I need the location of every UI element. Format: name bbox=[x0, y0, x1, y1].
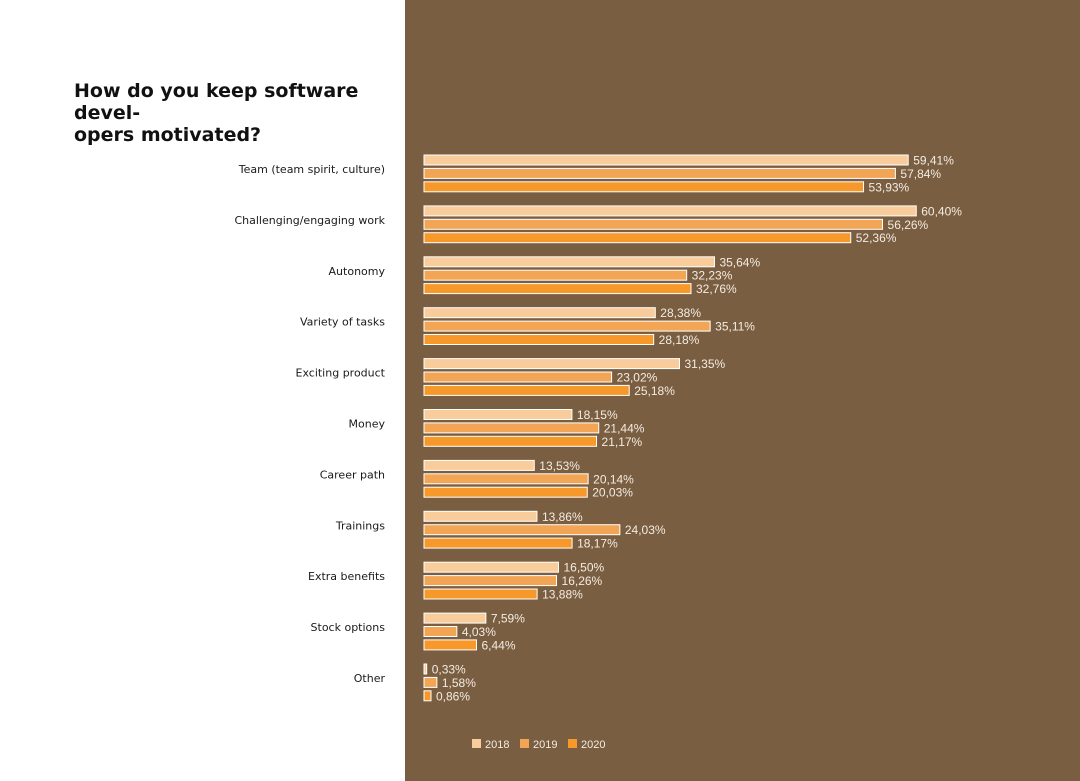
bar-2020 bbox=[423, 690, 432, 702]
bar-2020 bbox=[423, 588, 538, 600]
bar-2020 bbox=[423, 334, 655, 345]
bar-2018 bbox=[423, 358, 681, 370]
chart-title-line: How do you keep software devel- bbox=[74, 80, 359, 124]
value-label: 25,18% bbox=[634, 384, 675, 398]
bar-2020 bbox=[423, 283, 692, 295]
chart-title-line: opers motivated? bbox=[74, 124, 262, 146]
value-label: 52,36% bbox=[856, 231, 897, 245]
value-label: 59,41% bbox=[913, 154, 954, 168]
value-label: 53,93% bbox=[869, 180, 910, 194]
legend-swatch-2020 bbox=[568, 739, 577, 748]
category-label: Career path bbox=[320, 468, 385, 481]
legend-label: 2019 bbox=[533, 739, 557, 751]
bar-2020 bbox=[423, 639, 477, 651]
bar-2020 bbox=[423, 486, 588, 498]
value-label: 56,26% bbox=[888, 218, 929, 232]
value-label: 16,50% bbox=[563, 561, 604, 575]
category-label: Trainings bbox=[335, 519, 385, 532]
bar-2020 bbox=[423, 181, 865, 193]
value-label: 60,40% bbox=[921, 204, 962, 218]
value-label: 21,17% bbox=[602, 435, 643, 449]
bar-2018 bbox=[423, 663, 428, 675]
value-label: 20,03% bbox=[592, 486, 633, 500]
value-label: 28,38% bbox=[660, 306, 701, 320]
category-label: Autonomy bbox=[329, 265, 386, 278]
category-label: Other bbox=[354, 672, 386, 685]
value-label: 28,18% bbox=[659, 333, 700, 347]
value-label: 32,76% bbox=[696, 282, 737, 296]
left-panel bbox=[0, 0, 405, 781]
bar-2018 bbox=[423, 205, 917, 217]
bar-2020 bbox=[423, 232, 852, 244]
value-label: 21,44% bbox=[604, 421, 645, 435]
value-label: 20,14% bbox=[593, 472, 634, 486]
bar-2018 bbox=[423, 459, 535, 471]
value-label: 6,44% bbox=[481, 638, 515, 652]
legend-label: 2020 bbox=[581, 739, 605, 751]
bar-2018 bbox=[423, 409, 573, 420]
category-label: Money bbox=[349, 418, 386, 431]
value-label: 32,23% bbox=[692, 269, 733, 283]
bar-2019 bbox=[423, 371, 613, 383]
category-label: Challenging/engaging work bbox=[234, 214, 385, 227]
bar-2019 bbox=[423, 676, 438, 688]
legend-swatch-2019 bbox=[520, 739, 529, 748]
bar-2020 bbox=[423, 384, 630, 396]
bar-2019 bbox=[423, 626, 458, 637]
bar-2019 bbox=[423, 218, 884, 230]
value-label: 4,03% bbox=[462, 625, 496, 639]
bar-2019 bbox=[423, 269, 688, 281]
value-label: 35,64% bbox=[719, 255, 760, 269]
bar-2019 bbox=[423, 524, 621, 536]
chart-title: How do you keep software devel-opers mot… bbox=[74, 80, 404, 146]
value-label: 31,35% bbox=[685, 357, 726, 371]
legend-label: 2018 bbox=[485, 739, 509, 751]
value-label: 13,53% bbox=[539, 459, 580, 473]
category-label: Extra benefits bbox=[308, 570, 385, 583]
category-label: Stock options bbox=[311, 621, 386, 634]
bar-2019 bbox=[423, 422, 600, 434]
value-label: 7,59% bbox=[491, 612, 525, 626]
bar-2020 bbox=[423, 435, 598, 447]
value-label: 0,86% bbox=[436, 689, 470, 703]
value-label: 23,02% bbox=[617, 371, 658, 385]
bar-2018 bbox=[423, 307, 656, 319]
category-label: Team (team spirit, culture) bbox=[238, 163, 385, 176]
value-label: 1,58% bbox=[442, 676, 476, 690]
bar-2018 bbox=[423, 256, 715, 268]
bar-2019 bbox=[423, 320, 711, 332]
value-label: 16,26% bbox=[562, 574, 603, 588]
bar-2018 bbox=[423, 612, 487, 624]
bar-2018 bbox=[423, 154, 909, 166]
bar-2018 bbox=[423, 510, 538, 522]
value-label: 18,15% bbox=[577, 408, 618, 422]
value-label: 0,33% bbox=[432, 663, 466, 677]
value-label: 57,84% bbox=[900, 167, 941, 181]
bar-2019 bbox=[423, 473, 589, 485]
value-label: 18,17% bbox=[577, 537, 618, 551]
value-label: 24,03% bbox=[625, 523, 666, 537]
legend-swatch-2018 bbox=[472, 739, 481, 748]
category-label: Exciting product bbox=[296, 367, 386, 380]
category-label: Variety of tasks bbox=[300, 316, 385, 329]
value-label: 13,88% bbox=[542, 588, 583, 602]
bar-2018 bbox=[423, 561, 559, 573]
value-label: 13,86% bbox=[542, 510, 583, 524]
value-label: 35,11% bbox=[715, 320, 755, 334]
bar-2019 bbox=[423, 167, 896, 179]
bar-2019 bbox=[423, 575, 558, 587]
bar-2020 bbox=[423, 537, 573, 549]
